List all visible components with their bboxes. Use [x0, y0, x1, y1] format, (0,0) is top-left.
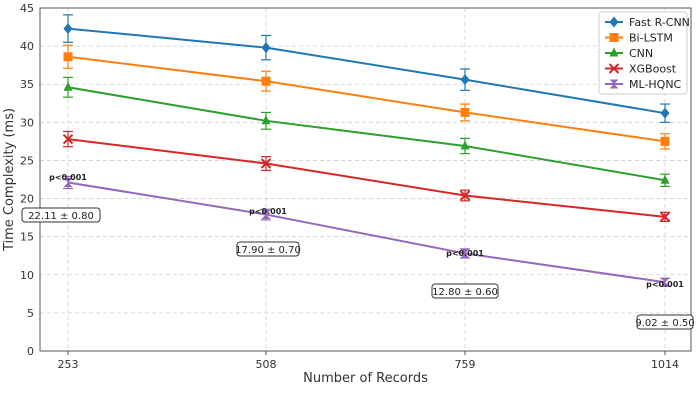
- series-ml-hqnc: [63, 175, 670, 287]
- series-bi-lstm: [63, 44, 670, 150]
- y-tick-label: 25: [20, 154, 34, 167]
- y-tick-label: 5: [27, 307, 34, 320]
- y-tick-label: 20: [20, 193, 34, 206]
- legend-box: [598, 11, 688, 95]
- legend-label: XGBoost: [629, 63, 677, 76]
- legend-marker: [608, 63, 620, 74]
- annotation-box: [431, 283, 499, 299]
- legend-marker: [609, 79, 619, 89]
- data-point: [261, 76, 271, 86]
- data-point: [260, 158, 272, 169]
- data-point: [261, 42, 271, 54]
- y-tick-label: 40: [20, 40, 34, 53]
- series-group: [62, 14, 671, 287]
- data-point: [62, 133, 74, 145]
- legend-label: CNN: [629, 47, 653, 60]
- legend-label: Fast R-CNN: [629, 16, 690, 29]
- series-fast-r-cnn: [63, 14, 670, 123]
- legend-label: Bi-LSTM: [629, 32, 673, 45]
- y-tick-label: 0: [27, 345, 34, 358]
- data-point: [261, 115, 271, 125]
- data-point: [460, 74, 470, 86]
- annotation-box: [21, 207, 101, 223]
- annotation-box: [236, 241, 300, 257]
- p-value-label: p<0.001: [446, 249, 484, 258]
- data-point: [63, 81, 73, 91]
- series-line: [67, 181, 666, 284]
- y-tick-label: 35: [20, 78, 34, 91]
- legend: Fast R-CNN Bi-LSTM CNN XGBoost ML-HQNC: [598, 11, 690, 95]
- annotation-box: [636, 314, 694, 330]
- x-axis-label: Number of Records: [303, 371, 428, 386]
- annotations: p<0.001 22.11 ± 0.80 p<0.001 17.90 ± 0.70 p<…: [21, 173, 695, 330]
- series-cnn: [63, 76, 670, 187]
- y-tick-label: 15: [20, 231, 34, 244]
- y-axis-label: Time Complexity (ms): [2, 108, 17, 252]
- x-tick-label: 759: [455, 358, 476, 371]
- series-xgboost: [62, 130, 671, 223]
- data-point: [63, 177, 73, 187]
- data-point: [63, 23, 73, 35]
- data-point: [459, 190, 471, 201]
- data-point: [460, 107, 470, 117]
- plot-frame: [39, 7, 692, 352]
- y-tick-label: 45: [20, 2, 34, 15]
- legend-item: XGBoost: [605, 63, 677, 76]
- legend-marker: [609, 33, 619, 42]
- legend-label: ML-HQNC: [629, 78, 682, 91]
- data-point: [660, 107, 670, 119]
- series-line: [67, 55, 666, 143]
- y-tick-label: 30: [20, 116, 34, 129]
- x-tick-label: 1014: [651, 358, 679, 371]
- y-tick-label: 10: [20, 269, 34, 282]
- legend-marker: [609, 47, 619, 57]
- series-line: [67, 86, 666, 182]
- annotation-label: 22.11 ± 0.80: [28, 211, 94, 222]
- p-value-label: p<0.001: [49, 173, 87, 182]
- p-value-label: p<0.001: [249, 207, 287, 216]
- series-line: [67, 27, 666, 115]
- annotation-label: 9.02 ± 0.50: [635, 318, 694, 329]
- x-tick-label: 508: [256, 358, 277, 371]
- data-point: [63, 52, 73, 62]
- data-point: [660, 277, 670, 287]
- annotation-label: 12.80 ± 0.60: [432, 287, 498, 298]
- x-axis-ticks: 253 508 759 1014: [58, 351, 679, 371]
- data-point: [460, 248, 470, 258]
- data-point: [659, 211, 671, 223]
- y-axis-ticks: 0 5 10 15 20 25 30 35 40 45: [20, 2, 34, 358]
- p-value-label: p<0.001: [646, 280, 684, 289]
- data-point: [460, 140, 470, 150]
- legend-item: Fast R-CNN: [605, 16, 690, 29]
- data-point: [261, 210, 271, 220]
- x-tick-label: 253: [58, 358, 79, 371]
- legend-item: CNN: [605, 47, 653, 60]
- legend-item: ML-HQNC: [605, 78, 682, 91]
- data-point: [660, 136, 670, 146]
- legend-marker: [609, 16, 619, 28]
- series-line: [67, 138, 666, 218]
- legend-item: Bi-LSTM: [605, 32, 673, 45]
- data-point: [660, 174, 670, 184]
- annotation-label: 17.90 ± 0.70: [235, 245, 301, 256]
